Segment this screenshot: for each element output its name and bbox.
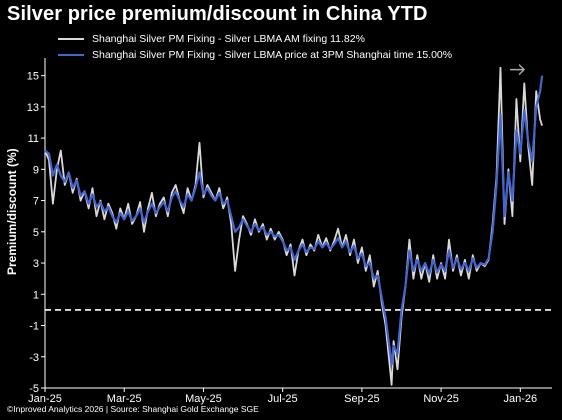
legend-entry-am-fixing: Shanghai Silver PM Fixing - Silver LBMA … [58,31,452,47]
y-tick-label: 15 [27,71,39,83]
legend-swatch-3pm [58,54,84,56]
source-footer: ©Inproved Analytics 2026 | Source: Shang… [7,404,259,414]
series-line-3pm [44,75,544,366]
legend-label-am-fixing: Shanghai Silver PM Fixing - Silver LBMA … [92,33,365,45]
y-tick-label: 5 [33,227,39,239]
x-tick-label: Jan-26 [503,393,537,405]
chart-title: Silver price premium/discount in China Y… [7,3,428,25]
y-tick-label: -5 [29,383,39,395]
x-tick-label: Nov-25 [423,393,458,405]
x-tick-label: May-25 [185,393,222,405]
y-tick-label: -3 [29,352,39,364]
x-tick-label: Sep-25 [344,393,379,405]
legend: Shanghai Silver PM Fixing - Silver LBMA … [58,31,452,63]
y-tick-label: -1 [29,321,39,333]
series-line-am-fixing [44,66,543,386]
y-axis-label: Premium/discount (%) [5,148,19,275]
y-tick-label: 3 [33,258,39,270]
y-tick-label: 9 [33,164,39,176]
legend-label-3pm: Shanghai Silver PM Fixing - Silver LBMA … [92,49,453,61]
latest-value-arrow-icon [510,64,526,76]
legend-entry-3pm: Shanghai Silver PM Fixing - Silver LBMA … [58,47,452,63]
legend-swatch-am-fixing [58,38,84,40]
x-tick-label: Jan-25 [28,393,62,405]
x-tick-label: Jul-25 [268,393,298,405]
y-tick-label: 11 [28,133,39,145]
x-tick-label: Mar-25 [107,393,142,405]
y-tick-label: 13 [27,102,39,114]
y-tick-label: 7 [33,196,39,208]
y-tick-label: 1 [33,289,39,301]
